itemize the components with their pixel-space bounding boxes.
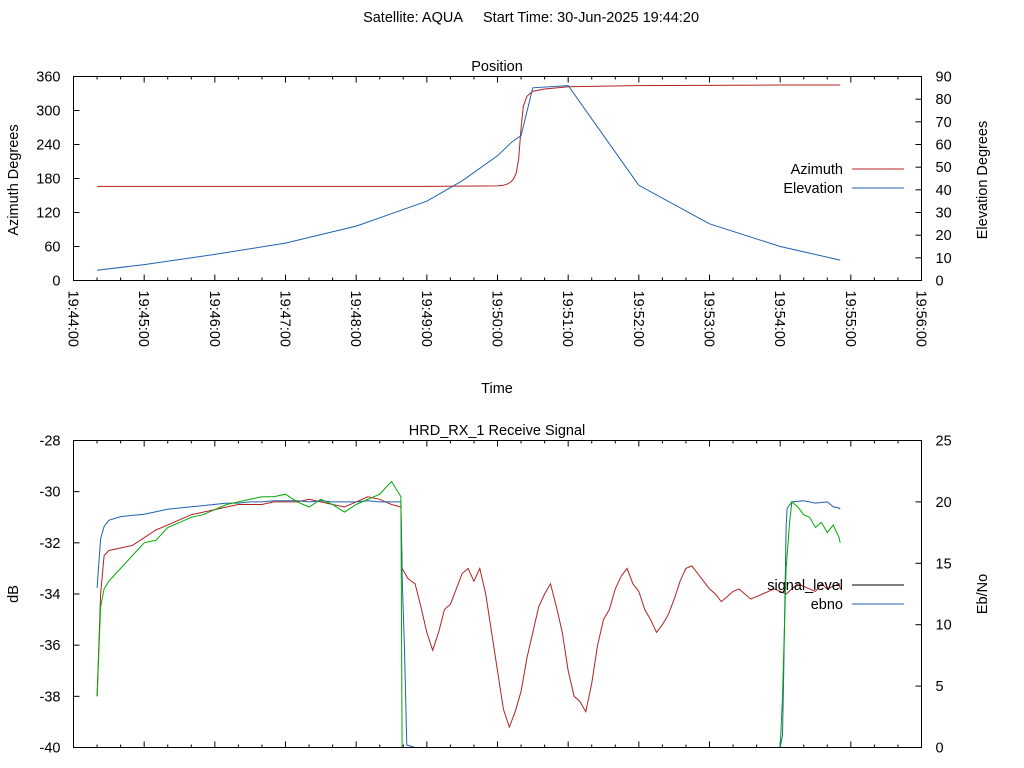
position-ticks: 0 60 120 180 240 300 360 0 10 20 30 40 50 60 70 80 90 19:… — [36, 70, 951, 347]
xtick-label: 19:54:00 — [771, 291, 787, 347]
series-line-1 — [97, 85, 841, 271]
y2tick-label: 0 — [936, 274, 944, 290]
y2tick-label: 20 — [936, 228, 952, 244]
position-series — [97, 84, 841, 271]
y2tick-label: 10 — [936, 618, 952, 634]
xtick-label: 19:47:00 — [277, 291, 293, 347]
start-time-label: Start Time: 30-Jun-2025 19:44:20 — [483, 10, 699, 26]
ytick-label: 120 — [36, 206, 60, 222]
y2tick-label: 5 — [936, 679, 944, 695]
ytick-label: -30 — [40, 485, 61, 501]
xtick-label: 19:44:00 — [65, 291, 81, 347]
ytick-label: -32 — [40, 536, 61, 552]
xtick-label: 19:53:00 — [701, 291, 717, 347]
y2tick-label: 20 — [936, 495, 952, 511]
ytick-label: -28 — [40, 434, 61, 450]
position-legend: Azimuth Elevation — [783, 162, 904, 197]
ytick-label: 0 — [52, 274, 60, 290]
satellite-label: Satellite: AQUA — [363, 10, 463, 26]
position-title: Position — [471, 59, 523, 75]
position-xlabel: Time — [481, 381, 513, 397]
y2tick-label: 40 — [936, 183, 952, 199]
xtick-label: 19:49:00 — [418, 291, 434, 347]
position-ylabel: Azimuth Degrees — [6, 124, 22, 235]
ytick-label: 300 — [36, 104, 60, 120]
xtick-label: 19:50:00 — [489, 291, 505, 347]
signal-series — [96, 480, 841, 748]
legend-label: Elevation — [783, 181, 843, 197]
ytick-label: 240 — [36, 138, 60, 154]
series-line-2 — [96, 480, 841, 748]
xtick-label: 19:45:00 — [135, 291, 151, 347]
ytick-label: -38 — [40, 689, 61, 705]
xtick-label: 19:52:00 — [630, 291, 646, 347]
ytick-label: -40 — [40, 741, 61, 757]
y2tick-label: 70 — [936, 115, 952, 131]
y2tick-label: 25 — [936, 434, 952, 450]
xtick-label: 19:55:00 — [842, 291, 858, 347]
ytick-label: 180 — [36, 172, 60, 188]
y2tick-label: 10 — [936, 251, 952, 267]
y2tick-label: 80 — [936, 92, 952, 108]
xtick-label: 19:48:00 — [347, 291, 363, 347]
ytick-label: 360 — [36, 70, 60, 86]
signal-plot-frame — [73, 440, 922, 748]
signal-y2label: Eb/No — [975, 574, 991, 614]
ytick-label: -34 — [40, 587, 61, 603]
position-y2label: Elevation Degrees — [975, 121, 991, 240]
signal-ylabel: dB — [6, 585, 22, 603]
legend-label: ebno — [811, 597, 843, 613]
signal-title: HRD_RX_1 Receive Signal — [409, 423, 586, 439]
y2tick-label: 15 — [936, 556, 952, 572]
signal-ticks: -40 -38 -36 -34 -32 -30 -28 0 5 10 15 20 25 — [40, 434, 952, 757]
y2tick-label: 50 — [936, 160, 952, 176]
ytick-label: 60 — [44, 240, 60, 256]
signal-chart: HRD_RX_1 Receive Signal dB Eb/No -40-38-… — [6, 423, 991, 757]
y2tick-label: 60 — [936, 138, 952, 154]
xtick-label: 19:46:00 — [206, 291, 222, 347]
position-plot-frame — [73, 76, 922, 281]
y2tick-label: 90 — [936, 70, 952, 86]
y2tick-label: 30 — [936, 206, 952, 222]
xtick-label: 19:51:00 — [559, 291, 575, 347]
series-line-0 — [97, 84, 841, 187]
xtick-label: 19:56:00 — [913, 291, 929, 347]
legend-label: Azimuth — [791, 162, 843, 178]
position-chart: Position Azimuth Degrees Elevation Degre… — [6, 59, 991, 397]
series-line-0 — [96, 496, 841, 729]
series-line-1 — [96, 500, 841, 748]
y2tick-label: 0 — [936, 741, 944, 757]
ytick-label: -36 — [40, 638, 61, 654]
legend-label: signal_level — [767, 578, 843, 594]
